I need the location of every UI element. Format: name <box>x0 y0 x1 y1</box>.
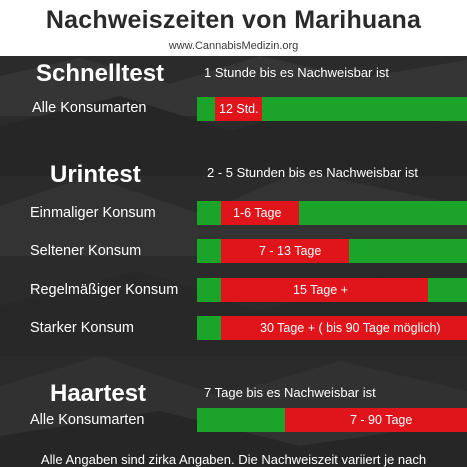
detection-segment <box>215 97 262 121</box>
bar-label: 15 Tage + <box>293 283 349 297</box>
row-label: Alle Konsumarten <box>32 100 147 116</box>
bar-label: 7 - 90 Tage <box>350 413 413 427</box>
section-title-schnelltest: Schnelltest <box>36 60 165 87</box>
section-title-haartest: Haartest <box>50 380 147 407</box>
header: Nachweiszeiten von Marihuana www.Cannabi… <box>0 0 467 56</box>
row-label: Alle Konsumarten <box>30 412 145 428</box>
bar-label: 30 Tage + ( bis 90 Tage möglich) <box>260 321 441 335</box>
time-bar: 1-6 Tage <box>197 201 467 225</box>
bar-label: 12 Std. <box>219 102 259 116</box>
time-bar: 15 Tage + <box>197 278 467 302</box>
detection-segment <box>285 408 467 432</box>
row-label: Einmaliger Konsum <box>30 205 156 221</box>
time-bar: 7 - 13 Tage <box>197 239 467 263</box>
row-label: Starker Konsum <box>30 320 134 336</box>
section-note-haartest: 7 Tage bis es Nachweisbar ist <box>204 385 376 400</box>
bar-label: 7 - 13 Tage <box>259 244 322 258</box>
row-label: Regelmäßiger Konsum <box>30 282 179 298</box>
section-note-urintest: 2 - 5 Stunden bis es Nachweisbar ist <box>207 165 418 180</box>
detection-segment <box>221 239 349 263</box>
footer-disclaimer: Alle Angaben sind zirka Angaben. Die Nac… <box>40 452 427 467</box>
time-bar: 7 - 90 Tage <box>197 408 467 432</box>
detection-segment <box>221 201 299 225</box>
time-bar: 30 Tage + ( bis 90 Tage möglich) <box>197 316 467 340</box>
detection-segment <box>221 278 428 302</box>
row-label: Seltener Konsum <box>30 243 142 259</box>
detection-segment <box>221 316 467 340</box>
section-title-urintest: Urintest <box>50 161 141 188</box>
page-title: Nachweiszeiten von Marihuana <box>45 6 422 34</box>
time-bar: 12 Std. <box>197 97 467 121</box>
website-url: www.CannabisMedizin.org <box>168 40 299 52</box>
bar-label: 1-6 Tage <box>233 206 282 220</box>
section-note-schnelltest: 1 Stunde bis es Nachweisbar ist <box>204 65 389 80</box>
